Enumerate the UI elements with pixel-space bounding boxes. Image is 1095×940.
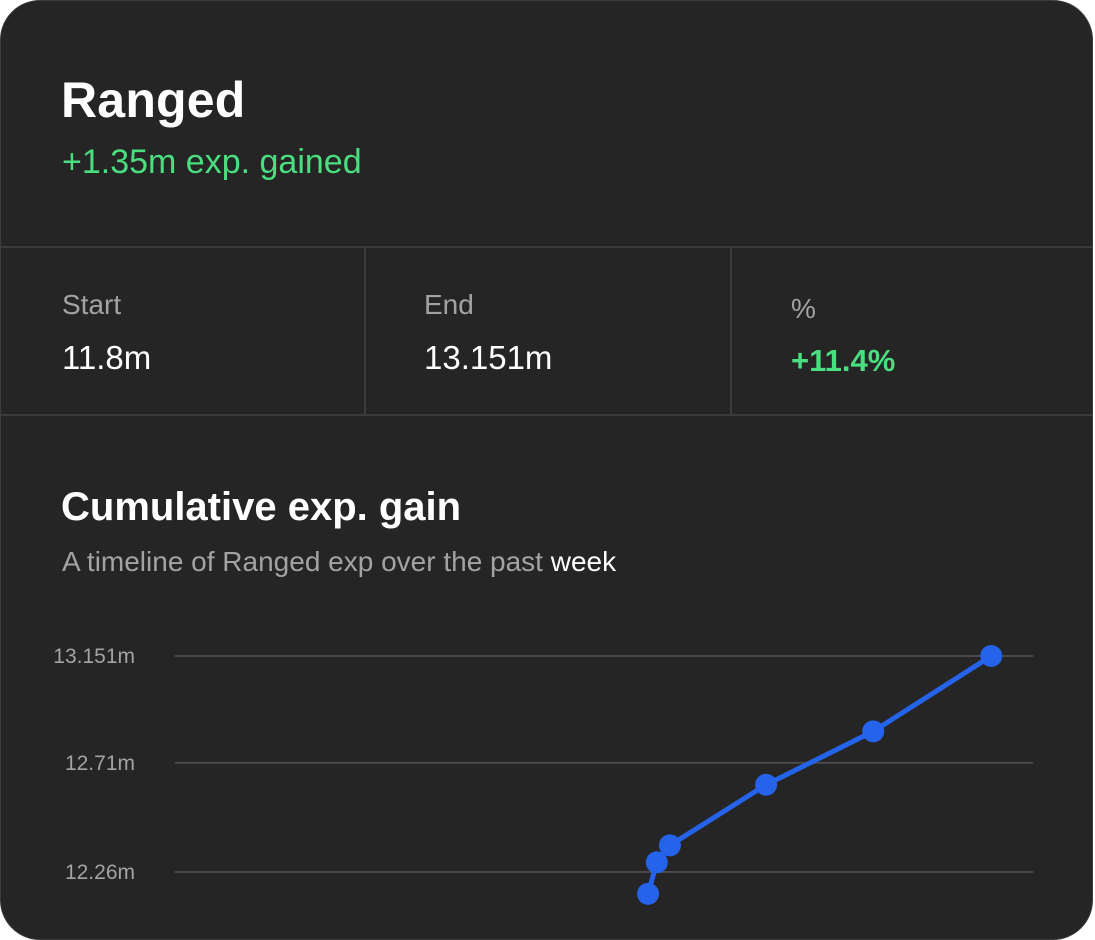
divider [1,246,1092,248]
stat-end-label: End [424,289,474,321]
stat-percent-value: +11.4% [791,343,895,379]
stat-start-value: 11.8m [62,339,151,377]
period-selector[interactable]: week [551,546,616,577]
divider [730,248,732,415]
chart-title: Cumulative exp. gain [61,485,461,530]
series-line [648,656,991,894]
card-header: Ranged +1.35m exp. gained [1,1,1092,247]
stat-end-value: 13.151m [424,339,552,377]
exp-gained-text: +1.35m exp. gained [62,143,362,182]
data-point[interactable] [862,720,884,742]
divider [1,414,1092,416]
data-point[interactable] [659,834,681,856]
chart-description: A timeline of Ranged exp over the past w… [62,546,616,578]
data-point[interactable] [755,774,777,796]
divider [364,248,366,415]
exp-line-chart: 13.151m 12.71m 12.26m [1,601,1093,916]
stat-start-label: Start [62,289,121,321]
y-tick-label: 12.26m [65,861,135,884]
skill-title: Ranged [61,71,246,129]
stat-percent-label: % [791,293,816,325]
data-point[interactable] [637,883,659,905]
y-tick-label: 13.151m [53,645,135,668]
chart-description-text: A timeline of Ranged exp over the past [62,546,551,577]
data-point[interactable] [980,645,1002,667]
y-tick-label: 12.71m [65,752,135,775]
